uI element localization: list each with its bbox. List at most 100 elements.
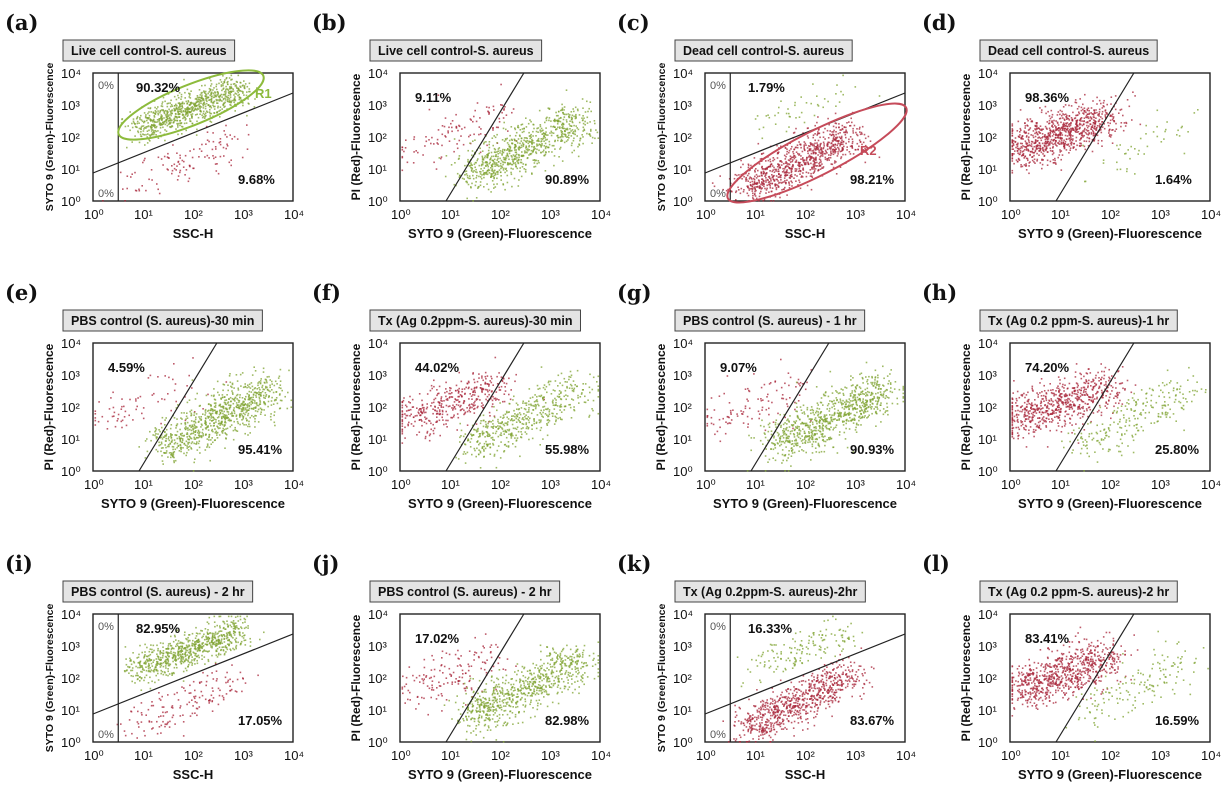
- data-point: [160, 447, 163, 449]
- data-point: [531, 138, 533, 141]
- data-point: [809, 148, 812, 150]
- data-point: [182, 166, 185, 168]
- data-point: [213, 394, 215, 397]
- data-point: [1078, 105, 1080, 108]
- data-point: [497, 155, 499, 158]
- data-point: [218, 394, 220, 396]
- data-point: [162, 126, 164, 129]
- data-point: [218, 82, 220, 85]
- data-point: [224, 133, 227, 136]
- data-point: [818, 149, 820, 152]
- data-point: [541, 130, 543, 132]
- data-point: [745, 178, 748, 181]
- data-point: [437, 143, 439, 145]
- data-point: [187, 114, 189, 116]
- data-point: [1109, 122, 1111, 125]
- data-point: [279, 407, 282, 409]
- data-point: [214, 406, 217, 408]
- data-point: [507, 143, 510, 146]
- data-point: [1046, 138, 1049, 141]
- data-point: [487, 188, 490, 191]
- data-point: [554, 126, 556, 128]
- data-point: [269, 379, 271, 381]
- data-point: [758, 187, 761, 189]
- data-point: [485, 173, 487, 175]
- data-point: [579, 139, 581, 142]
- data-point: [1090, 117, 1092, 119]
- data-point: [237, 422, 239, 425]
- data-point: [221, 409, 223, 411]
- data-point: [196, 128, 198, 131]
- data-point: [238, 96, 241, 99]
- data-point: [807, 127, 809, 129]
- data-point: [1044, 138, 1047, 141]
- data-point: [468, 403, 471, 406]
- data-point: [794, 146, 797, 149]
- data-point: [145, 133, 147, 136]
- data-point: [582, 130, 584, 132]
- data-point: [1039, 144, 1042, 147]
- data-point: [124, 410, 127, 413]
- data-point: [242, 415, 245, 418]
- data-point: [570, 144, 573, 147]
- data-point: [181, 106, 184, 109]
- data-point: [525, 146, 528, 148]
- data-point: [484, 134, 486, 136]
- data-point: [170, 424, 173, 426]
- data-point: [138, 122, 140, 124]
- y-tick-label: 10²: [61, 130, 80, 145]
- data-point: [248, 386, 250, 388]
- data-point: [757, 179, 760, 181]
- data-point: [198, 148, 201, 150]
- data-point: [213, 439, 216, 442]
- data-point: [268, 375, 270, 378]
- data-point: [1055, 120, 1057, 122]
- quadrant-percent: 90.89%: [545, 172, 590, 187]
- data-point: [789, 174, 792, 177]
- data-point: [1053, 119, 1055, 122]
- data-point: [1061, 129, 1064, 131]
- data-point: [190, 90, 192, 92]
- data-point: [781, 189, 783, 191]
- data-point: [190, 409, 193, 412]
- data-point: [448, 126, 450, 129]
- data-point: [455, 127, 458, 129]
- data-point: [594, 122, 596, 125]
- data-point: [1019, 109, 1022, 111]
- data-point: [429, 389, 432, 392]
- data-point: [219, 143, 222, 146]
- data-point: [544, 139, 547, 141]
- data-point: [127, 125, 129, 127]
- data-point: [193, 423, 196, 426]
- data-point: [1090, 118, 1093, 120]
- data-point: [551, 151, 553, 153]
- data-point: [495, 153, 497, 156]
- data-point: [777, 184, 779, 187]
- data-point: [540, 146, 542, 148]
- data-point: [785, 155, 787, 158]
- data-point: [173, 163, 176, 166]
- data-point: [1029, 150, 1032, 153]
- data-point: [1036, 145, 1039, 148]
- data-point: [1088, 137, 1091, 140]
- data-point: [771, 176, 774, 179]
- data-point: [492, 129, 494, 131]
- data-point: [164, 434, 166, 437]
- data-point: [731, 190, 733, 193]
- data-point: [1066, 135, 1069, 137]
- data-point: [204, 112, 207, 114]
- data-point: [577, 155, 580, 158]
- data-point: [544, 137, 546, 139]
- data-point: [1108, 130, 1110, 132]
- data-point: [271, 380, 273, 383]
- data-point: [173, 417, 176, 419]
- data-point: [191, 122, 194, 125]
- data-point: [501, 380, 504, 383]
- data-point: [196, 449, 199, 451]
- data-point: [190, 106, 192, 109]
- data-point: [162, 109, 164, 112]
- data-point: [1075, 129, 1078, 131]
- data-point: [183, 452, 185, 455]
- data-point: [170, 114, 172, 117]
- data-point: [237, 74, 240, 77]
